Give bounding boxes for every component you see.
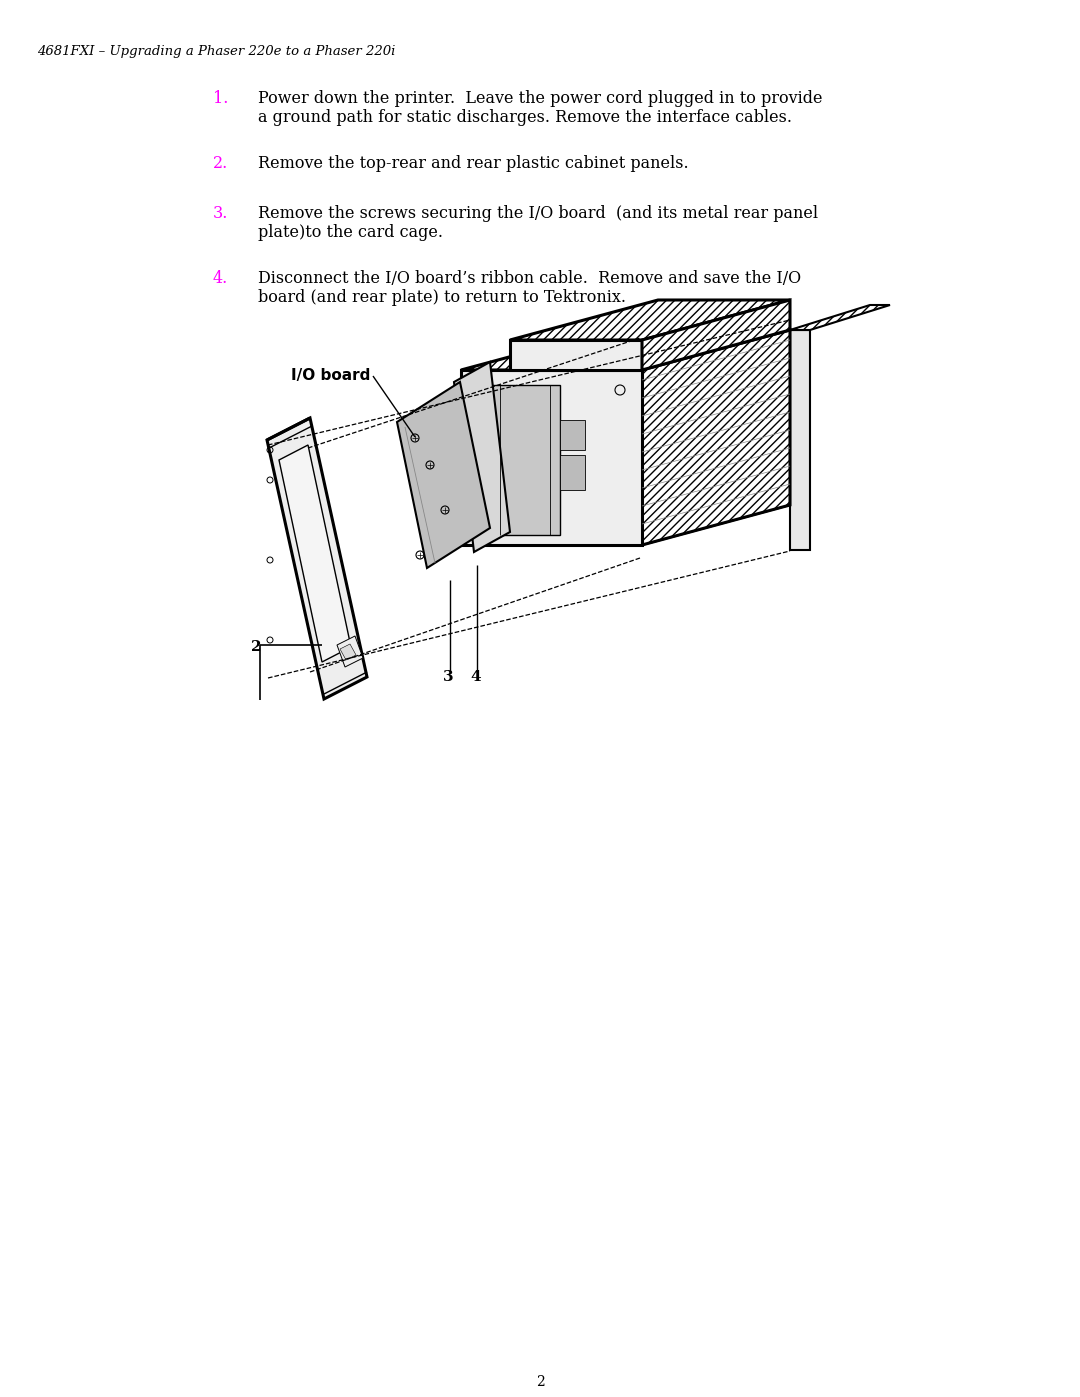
Text: 2.: 2. <box>213 155 228 172</box>
Polygon shape <box>642 330 789 545</box>
Text: 1.: 1. <box>213 89 228 108</box>
Text: Remove the screws securing the I/O board  (and its metal rear panel: Remove the screws securing the I/O board… <box>258 205 819 222</box>
Polygon shape <box>461 370 642 545</box>
Text: a ground path for static discharges. Remove the interface cables.: a ground path for static discharges. Rem… <box>258 109 792 126</box>
Polygon shape <box>490 386 561 535</box>
Text: 2: 2 <box>536 1375 544 1389</box>
Polygon shape <box>461 330 789 370</box>
Polygon shape <box>267 418 367 698</box>
Text: 2: 2 <box>251 640 261 654</box>
Polygon shape <box>642 300 789 370</box>
Polygon shape <box>561 420 585 450</box>
Text: Power down the printer.  Leave the power cord plugged in to provide: Power down the printer. Leave the power … <box>258 89 823 108</box>
Text: 3: 3 <box>443 671 454 685</box>
Text: plate)to the card cage.: plate)to the card cage. <box>258 224 443 242</box>
Text: board (and rear plate) to return to Tektronix.: board (and rear plate) to return to Tekt… <box>258 289 626 306</box>
Text: 4: 4 <box>470 671 481 685</box>
Text: 3.: 3. <box>213 205 228 222</box>
Polygon shape <box>454 362 510 552</box>
Polygon shape <box>461 504 789 545</box>
Polygon shape <box>789 330 810 550</box>
Polygon shape <box>510 300 789 339</box>
Polygon shape <box>789 305 890 330</box>
Polygon shape <box>561 455 585 490</box>
Polygon shape <box>397 381 490 569</box>
Text: I/O board: I/O board <box>291 367 370 383</box>
Text: 4681FXI – Upgrading a Phaser 220e to a Phaser 220i: 4681FXI – Upgrading a Phaser 220e to a P… <box>37 45 395 59</box>
Text: 4.: 4. <box>213 270 228 286</box>
Polygon shape <box>337 636 363 666</box>
Polygon shape <box>510 339 642 370</box>
Polygon shape <box>279 446 351 662</box>
Text: Disconnect the I/O board’s ribbon cable.  Remove and save the I/O: Disconnect the I/O board’s ribbon cable.… <box>258 270 801 286</box>
Polygon shape <box>340 644 356 659</box>
Text: Remove the top-rear and rear plastic cabinet panels.: Remove the top-rear and rear plastic cab… <box>258 155 689 172</box>
